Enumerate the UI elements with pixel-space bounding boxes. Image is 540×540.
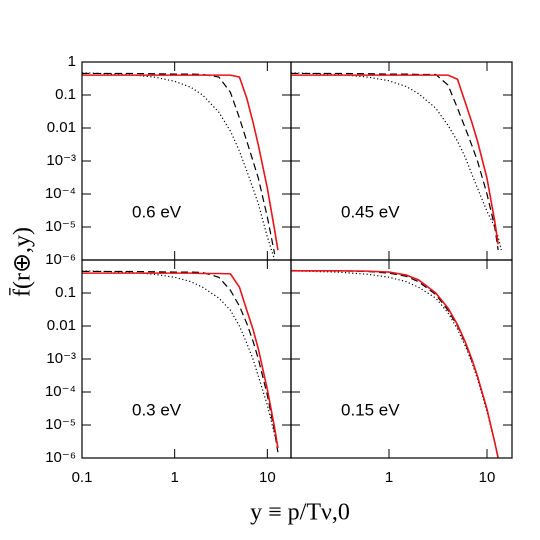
y-tick-label: 10⁻⁵	[45, 218, 76, 235]
x-axis-label: y ≡ p/Tν,0	[250, 500, 350, 526]
series-line	[82, 72, 276, 255]
panel-annotation: 0.45 eV	[341, 202, 400, 221]
y-tick-label: 10⁻⁶	[45, 251, 76, 268]
y-tick-label: 10⁻⁴	[45, 185, 76, 202]
x-tick-label: 0.1	[72, 469, 93, 486]
x-tick-label: 1	[385, 469, 393, 486]
x-tick-label: 1	[170, 469, 178, 486]
panel-frame	[81, 259, 292, 459]
panel-annotation: 0.3 eV	[132, 400, 182, 419]
series-line	[82, 272, 279, 449]
x-tick-label: 10	[259, 469, 276, 486]
series-line	[82, 270, 279, 453]
y-tick-label: 0.1	[55, 284, 76, 301]
plot-lines	[82, 72, 279, 260]
y-tick-label: 10⁻⁶	[45, 449, 76, 466]
y-tick-label: 10⁻³	[46, 350, 76, 367]
plot-lines	[82, 270, 279, 453]
y-tick-label: 10⁻⁴	[45, 383, 76, 400]
panel-annotation: 0.15 eV	[341, 400, 400, 419]
series-line	[291, 269, 499, 458]
series-line	[291, 270, 499, 458]
y-axis-label: f̄(r⊕,y)	[9, 227, 36, 297]
panel-frame	[290, 61, 513, 261]
y-tick-label: 10⁻⁵	[45, 416, 76, 433]
plot-lines	[291, 72, 502, 251]
panel-frame	[81, 61, 292, 261]
series-line	[291, 72, 499, 251]
series-line	[291, 72, 502, 251]
plot-lines	[291, 269, 499, 458]
series-line	[82, 270, 279, 449]
series-line	[291, 74, 499, 245]
y-tick-label: 1	[68, 53, 76, 70]
y-tick-label: 0.01	[47, 317, 76, 334]
x-tick-label: 10	[479, 469, 496, 486]
series-line	[82, 74, 279, 251]
y-tick-label: 10⁻³	[46, 152, 76, 169]
y-tick-label: 0.1	[55, 86, 76, 103]
panel-frame	[290, 259, 513, 459]
series-line	[291, 270, 499, 458]
series-line	[82, 72, 276, 260]
y-tick-label: 0.01	[47, 119, 76, 136]
panel-annotation: 0.6 eV	[132, 202, 182, 221]
